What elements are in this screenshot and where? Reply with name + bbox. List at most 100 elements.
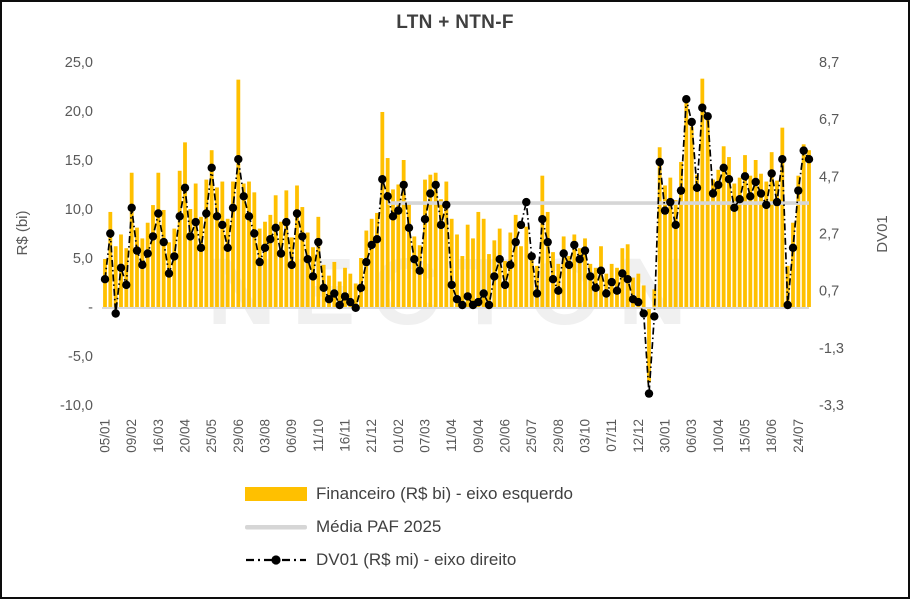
- financeiro-bar: [631, 277, 635, 307]
- line-swatch-icon: [245, 525, 307, 530]
- financeiro-bar: [732, 183, 737, 307]
- dv01-marker: [383, 192, 392, 201]
- dv01-marker: [175, 212, 184, 221]
- financeiro-bar: [284, 190, 289, 307]
- financeiro-bar: [647, 307, 651, 383]
- financeiro-bar: [428, 174, 433, 307]
- x-axis-tick-label: 05/01: [98, 419, 113, 453]
- financeiro-bar: [193, 183, 198, 307]
- right-axis-tick-label: -3,3: [819, 398, 844, 414]
- financeiro-bar: [300, 207, 305, 307]
- dv01-marker: [660, 206, 670, 215]
- dv01-marker: [740, 172, 750, 181]
- financeiro-bar: [177, 170, 182, 307]
- dv01-marker: [474, 297, 483, 307]
- financeiro-bar: [705, 112, 710, 308]
- financeiro-bar: [135, 227, 139, 307]
- financeiro-bar: [716, 169, 721, 307]
- left-axis-tick-label: 5,0: [73, 251, 93, 267]
- dv01-marker: [388, 212, 398, 221]
- financeiro-bar: [327, 275, 331, 307]
- left-axis-tick-label: 25,0: [65, 55, 93, 71]
- dv01-marker: [271, 223, 280, 232]
- x-axis-tick-label: 03/10: [578, 419, 593, 453]
- financeiro-bar: [668, 177, 673, 307]
- dv01-marker: [442, 200, 451, 210]
- dv01-marker: [250, 229, 259, 238]
- dv01-marker: [159, 237, 168, 247]
- financeiro-bar: [588, 263, 593, 307]
- dv01-marker: [367, 240, 376, 250]
- dv01-marker: [266, 235, 275, 244]
- dv01-marker: [735, 195, 744, 204]
- x-axis-tick-label: 01/02: [391, 419, 406, 453]
- x-axis-tick-label: 29/08: [551, 419, 566, 453]
- dv01-marker: [692, 183, 702, 192]
- financeiro-bar: [231, 181, 235, 307]
- x-axis-tick-label: 03/08: [258, 419, 273, 453]
- financeiro-bar: [140, 238, 145, 307]
- dv01-marker: [783, 300, 792, 310]
- financeiro-bar: [519, 246, 523, 307]
- x-axis-tick-label: 25/07: [524, 419, 539, 453]
- financeiro-bar: [583, 238, 587, 307]
- dv01-marker: [399, 180, 408, 190]
- x-axis-tick-label: 06/03: [684, 419, 699, 453]
- x-axis-tick-label: 09/02: [124, 419, 139, 453]
- financeiro-bar: [412, 236, 417, 307]
- financeiro-bar: [471, 238, 475, 307]
- legend-label-dv01: DV01 (R$ mi) - eixo direito: [316, 550, 517, 569]
- legend-item-media-paf: Média PAF 2025: [245, 516, 573, 538]
- dv01-marker: [426, 189, 435, 198]
- dv01-marker: [639, 309, 648, 318]
- dv01-marker: [431, 180, 440, 190]
- financeiro-bar: [455, 234, 459, 307]
- dv01-marker: [452, 295, 462, 304]
- financeiro-bar: [561, 236, 566, 307]
- dv01-marker: [799, 146, 808, 155]
- dv01-marker: [511, 237, 520, 247]
- financeiro-bar: [476, 211, 481, 307]
- dv01-marker: [218, 220, 227, 230]
- x-axis-tick-label: 10/04: [711, 419, 726, 453]
- dv01-marker: [303, 255, 312, 264]
- dv01-marker: [415, 266, 424, 275]
- dv01-marker: [244, 212, 254, 221]
- financeiro-bar: [700, 78, 705, 307]
- financeiro-bar: [268, 214, 273, 307]
- legend: Financeiro (R$ bi) - eixo esquerdo Média…: [245, 483, 573, 571]
- dv01-marker: [292, 209, 302, 218]
- financeiro-bar: [753, 160, 758, 307]
- legend-item-financeiro: Financeiro (R$ bi) - eixo esquerdo: [245, 483, 573, 505]
- right-axis-title: DV01: [874, 215, 891, 253]
- financeiro-bar: [172, 228, 177, 307]
- financeiro-bar: [343, 267, 347, 307]
- financeiro-bar: [337, 281, 342, 307]
- financeiro-bar: [380, 111, 385, 307]
- x-axis-tick-label: 12/12: [631, 419, 646, 453]
- x-axis-tick-label: 20/06: [498, 419, 513, 453]
- dv01-marker: [490, 272, 499, 281]
- financeiro-bar: [737, 177, 742, 307]
- financeiro-bar: [636, 273, 641, 307]
- financeiro-bar: [215, 187, 219, 307]
- dv01-marker: [506, 260, 515, 270]
- x-axis-tick-label: 16/11: [338, 419, 353, 452]
- financeiro-bar: [796, 175, 801, 307]
- financeiro-bar: [257, 228, 262, 307]
- dv01-marker: [762, 200, 771, 210]
- dv01-marker: [335, 300, 344, 310]
- dv01-marker: [436, 220, 446, 230]
- financeiro-bar: [236, 79, 241, 307]
- dv01-marker: [314, 237, 323, 247]
- financeiro-bar: [695, 174, 699, 307]
- x-axis-tick-label: 18/06: [764, 419, 779, 453]
- financeiro-bar: [407, 203, 411, 307]
- financeiro-bar: [801, 144, 806, 307]
- financeiro-bar: [353, 283, 358, 307]
- dv01-marker: [602, 289, 611, 298]
- dv01-marker: [100, 275, 110, 284]
- x-axis-tick-label: 30/01: [658, 419, 673, 453]
- dv01-marker: [223, 243, 232, 252]
- chart-canvas: NECTON25,020,015,010,05,0--5,0-10,08,76,…: [14, 55, 891, 453]
